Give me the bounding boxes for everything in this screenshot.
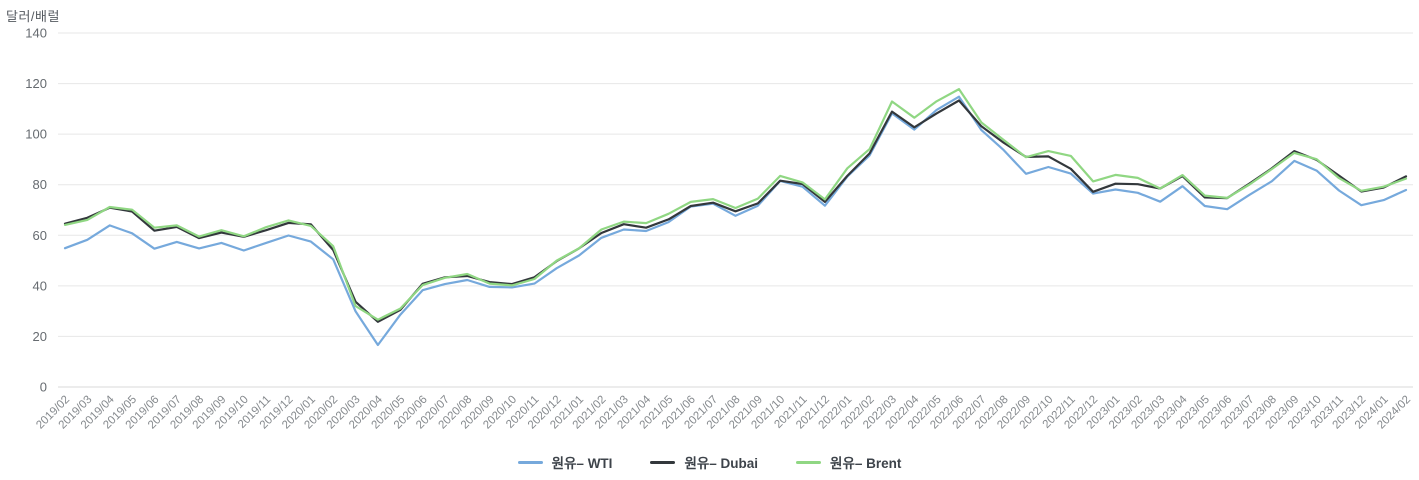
y-tick-labels: 0 20 40 60 80 100 120 140 bbox=[25, 26, 47, 395]
legend-item-wti[interactable]: 원유– WTI bbox=[517, 452, 613, 472]
y-axis-unit-label: 달러/배럴 bbox=[6, 9, 60, 24]
legend-label-wti: 원유– WTI bbox=[551, 456, 613, 471]
svg-text:60: 60 bbox=[33, 228, 47, 243]
svg-text:80: 80 bbox=[33, 177, 47, 192]
series-line-2 bbox=[63, 87, 1408, 321]
chart-legend: 원유– WTI 원유– Dubai 원유– Brent bbox=[0, 448, 1419, 476]
series-line-0 bbox=[63, 95, 1408, 347]
wti-line-swatch-icon bbox=[517, 460, 543, 464]
svg-text:40: 40 bbox=[33, 278, 47, 293]
y-gridlines bbox=[58, 32, 1413, 388]
svg-text:100: 100 bbox=[25, 127, 47, 142]
legend-item-brent[interactable]: 원유– Brent bbox=[796, 452, 901, 472]
legend-item-dubai[interactable]: 원유– Dubai bbox=[650, 452, 758, 472]
dubai-line-swatch-icon bbox=[650, 460, 676, 464]
price-chart: 0 20 40 60 80 100 120 140 2019/022019/032019/042… bbox=[25, 26, 1413, 432]
brent-line-swatch-icon bbox=[796, 460, 822, 464]
x-tick-labels: 2019/022019/032019/042019/052019/062019/… bbox=[34, 393, 1413, 431]
svg-text:140: 140 bbox=[25, 26, 47, 41]
legend-label-brent: 원유– Brent bbox=[830, 456, 902, 471]
svg-text:120: 120 bbox=[25, 76, 47, 91]
svg-text:0: 0 bbox=[40, 380, 47, 395]
legend-label-dubai: 원유– Dubai bbox=[684, 456, 759, 471]
svg-text:20: 20 bbox=[33, 329, 47, 344]
